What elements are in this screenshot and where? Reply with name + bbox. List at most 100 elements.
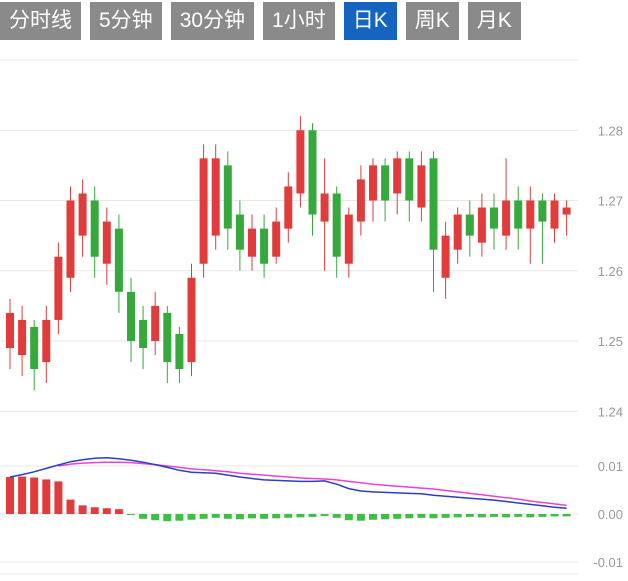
- candle-body: [30, 326, 39, 370]
- macd-bar-negative: [441, 514, 450, 518]
- tab-1hour[interactable]: 1小时: [263, 2, 335, 40]
- tab-weekly-k[interactable]: 周K: [405, 2, 459, 40]
- candle-body: [526, 200, 535, 229]
- macd-bar-negative: [429, 514, 438, 519]
- candle-body: [42, 319, 51, 363]
- price-axis-label: 1.28: [598, 123, 623, 138]
- candle-body: [538, 200, 547, 222]
- macd-bar-negative: [248, 514, 256, 519]
- macd-axis-label: 0.01: [598, 459, 623, 474]
- candle-body: [151, 305, 160, 341]
- macd-bar-positive: [42, 479, 51, 514]
- candle-body: [308, 130, 317, 215]
- candle-body: [6, 312, 14, 349]
- macd-bar-positive: [30, 477, 39, 514]
- candle-body: [114, 228, 123, 292]
- candle-body: [260, 228, 269, 264]
- candle-body: [223, 165, 232, 229]
- candle-body: [514, 200, 523, 229]
- macd-bar-positive: [18, 476, 27, 514]
- macd-bar-negative: [453, 514, 462, 518]
- candle-body: [284, 186, 293, 229]
- candle-body: [78, 193, 87, 236]
- candle-body: [296, 130, 305, 194]
- tab-5min[interactable]: 5分钟: [90, 2, 162, 40]
- candle-body: [199, 158, 208, 264]
- candle-body: [187, 277, 196, 363]
- candle-body: [127, 291, 135, 341]
- macd-bar-negative: [151, 514, 160, 521]
- macd-bar-negative: [260, 514, 269, 519]
- macd-bar-positive: [114, 509, 123, 514]
- macd-bar-negative: [477, 514, 486, 518]
- macd-bar-positive: [54, 481, 63, 514]
- candle-body: [175, 333, 184, 370]
- chart-area[interactable]: 1.28 1.27 1.26 1.25 1.24 0.01 0.00 -0.01: [0, 40, 628, 576]
- candle-body: [272, 221, 281, 257]
- candle-body: [477, 207, 486, 243]
- tab-time-sharing[interactable]: 分时线: [0, 2, 81, 40]
- dea-line: [58, 461, 567, 507]
- macd-bar-negative: [550, 514, 559, 517]
- macd-bar-negative: [562, 514, 571, 517]
- tab-daily-k[interactable]: 日K: [343, 2, 397, 40]
- candle-body: [235, 214, 244, 250]
- tab-monthly-k[interactable]: 月K: [467, 2, 521, 40]
- macd-bar-negative: [163, 514, 172, 522]
- macd-bar-negative: [139, 514, 148, 519]
- candle-body: [550, 200, 559, 229]
- candle-body: [163, 312, 172, 363]
- candle-body: [211, 158, 220, 236]
- macd-bar-negative: [211, 514, 220, 518]
- macd-bar-negative: [199, 514, 208, 519]
- macd-bar-negative: [381, 514, 390, 520]
- candle-body: [139, 319, 148, 349]
- macd-bar-negative: [514, 514, 523, 517]
- candle-body: [441, 235, 450, 278]
- macd-bar-positive: [66, 499, 75, 514]
- macd-axis-label: -0.01: [593, 555, 623, 570]
- macd-bar-negative: [332, 514, 341, 518]
- candle-body: [248, 228, 256, 257]
- price-axis-label: 1.24: [598, 404, 623, 419]
- macd-bar-positive: [90, 507, 99, 514]
- macd-bar-negative: [526, 514, 535, 518]
- macd-bar-positive: [102, 508, 111, 514]
- macd-bar-negative: [272, 514, 281, 519]
- candle-body: [490, 207, 498, 229]
- candle-body: [502, 200, 511, 236]
- macd-bar-negative: [356, 514, 365, 521]
- macd-bar-negative: [296, 514, 305, 518]
- candle-body: [332, 193, 341, 257]
- candle-body: [405, 158, 414, 201]
- macd-bar-negative: [308, 514, 317, 517]
- macd-bar-positive: [6, 477, 14, 514]
- candle-body: [54, 256, 63, 320]
- macd-axis-label: 0.00: [598, 507, 623, 522]
- candle-body: [369, 165, 377, 201]
- tab-30min[interactable]: 30分钟: [170, 2, 255, 40]
- candle-body: [66, 200, 75, 278]
- macd-bar-negative: [465, 514, 474, 517]
- candle-body: [102, 221, 111, 264]
- candle-body: [429, 158, 438, 250]
- macd-bar-negative: [417, 514, 426, 518]
- dif-line: [9, 457, 567, 509]
- macd-bar-negative: [344, 514, 353, 521]
- macd-bar-negative: [187, 514, 196, 520]
- candle-body: [417, 165, 426, 208]
- macd-bar-negative: [235, 514, 244, 520]
- price-axis-label: 1.26: [598, 264, 623, 279]
- macd-bar-negative: [284, 514, 293, 518]
- candle-body: [90, 200, 99, 257]
- candle-body: [344, 214, 353, 264]
- macd-bar-negative: [490, 514, 498, 517]
- candle-body: [453, 214, 462, 250]
- macd-bar-negative: [538, 514, 547, 517]
- macd-bar-negative: [502, 514, 511, 518]
- candlestick-macd-chart[interactable]: 1.28 1.27 1.26 1.25 1.24 0.01 0.00 -0.01: [0, 40, 628, 576]
- candle-body: [393, 158, 402, 194]
- price-axis-label: 1.27: [598, 194, 623, 209]
- macd-bar-negative: [127, 514, 135, 515]
- candle-body: [465, 214, 474, 236]
